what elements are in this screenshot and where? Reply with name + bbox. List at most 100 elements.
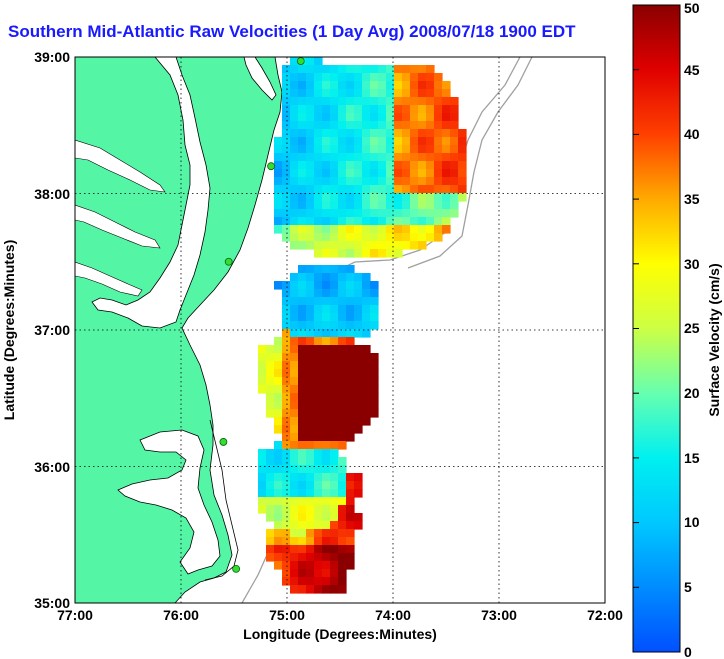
velocity-cell [298,465,307,474]
velocity-cell [378,225,387,234]
velocity-cell [458,129,467,138]
velocity-cell [346,249,355,258]
radar-station-marker [224,257,233,266]
velocity-cell [322,369,331,378]
velocity-cell [298,201,307,210]
velocity-cell [346,401,355,410]
velocity-cell [306,353,315,362]
velocity-cell [338,97,347,106]
velocity-cell [298,113,307,122]
velocity-cell [362,201,371,210]
velocity-cell [282,97,291,106]
velocity-cell [346,273,355,282]
velocity-cell [282,321,291,330]
velocity-cell [322,465,331,474]
velocity-cell [346,113,355,122]
velocity-cell [346,201,355,210]
velocity-cell [298,377,307,386]
velocity-cell [434,201,443,210]
velocity-cell [346,233,355,242]
velocity-cell [362,377,371,386]
velocity-cell [322,121,331,130]
velocity-cell [298,585,307,594]
velocity-cell [426,177,435,186]
velocity-cell [298,313,307,322]
velocity-cell [338,177,347,186]
velocity-cell [306,569,315,578]
velocity-cell [450,105,459,114]
velocity-cell [458,161,467,170]
velocity-cell [298,169,307,178]
velocity-cell [314,241,323,250]
velocity-cell [338,505,347,514]
velocity-cell [290,201,299,210]
velocity-cell [338,313,347,322]
velocity-cell [370,217,379,226]
velocity-cell [298,281,307,290]
velocity-cell [354,321,363,330]
velocity-cell [370,97,379,106]
velocity-cell [354,65,363,74]
velocity-cell [418,185,427,194]
velocity-cell [346,553,355,562]
velocity-cell [330,489,339,498]
velocity-cell [282,153,291,162]
velocity-cell [354,129,363,138]
velocity-cell [290,353,299,362]
velocity-cell [314,97,323,106]
colorbar-tick-label: 10 [684,514,700,530]
velocity-cell [290,457,299,466]
velocity-cell [378,161,387,170]
velocity-cell [282,417,291,426]
velocity-cell [290,385,299,394]
velocity-cell [354,209,363,218]
velocity-cell [314,585,323,594]
velocity-cell [298,329,307,338]
velocity-cell [426,153,435,162]
velocity-cell [330,73,339,82]
velocity-cell [306,153,315,162]
velocity-cell [282,201,291,210]
velocity-cell [322,281,331,290]
velocity-cell [298,457,307,466]
velocity-cell [298,145,307,154]
velocity-cell [418,217,427,226]
colorbar-tick-label: 25 [684,320,700,336]
velocity-cell [282,505,291,514]
velocity-cell [346,361,355,370]
velocity-cell [290,433,299,442]
radar-station-marker [296,57,305,65]
colorbar-tick-label: 20 [684,385,700,401]
velocity-cell [274,353,283,362]
velocity-cell [266,385,275,394]
velocity-cell [450,121,459,130]
velocity-cell [394,169,403,178]
velocity-cell [290,449,299,458]
velocity-cell [322,345,331,354]
velocity-cell [290,337,299,346]
velocity-cell [426,105,435,114]
velocity-cell [274,153,283,162]
velocity-cell [354,345,363,354]
velocity-cell [354,89,363,98]
velocity-cell [322,441,331,450]
velocity-cell [298,193,307,202]
velocity-cell [330,137,339,146]
velocity-cell [394,137,403,146]
velocity-cell [346,81,355,90]
velocity-cell [426,89,435,98]
velocity-cell [266,513,275,522]
velocity-cell [378,193,387,202]
velocity-cell [354,489,363,498]
velocity-cell [378,121,387,130]
velocity-cell [418,121,427,130]
velocity-cell [362,121,371,130]
velocity-cell [338,321,347,330]
velocity-cell [282,409,291,418]
velocity-cell [386,185,395,194]
velocity-cell [362,393,371,402]
velocity-cell [378,217,387,226]
velocity-cell [402,145,411,154]
velocity-cell [338,105,347,114]
velocity-cell [306,121,315,130]
